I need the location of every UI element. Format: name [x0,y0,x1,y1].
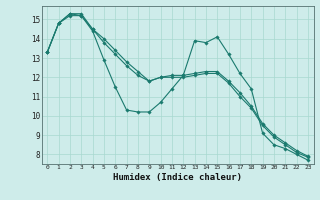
X-axis label: Humidex (Indice chaleur): Humidex (Indice chaleur) [113,173,242,182]
